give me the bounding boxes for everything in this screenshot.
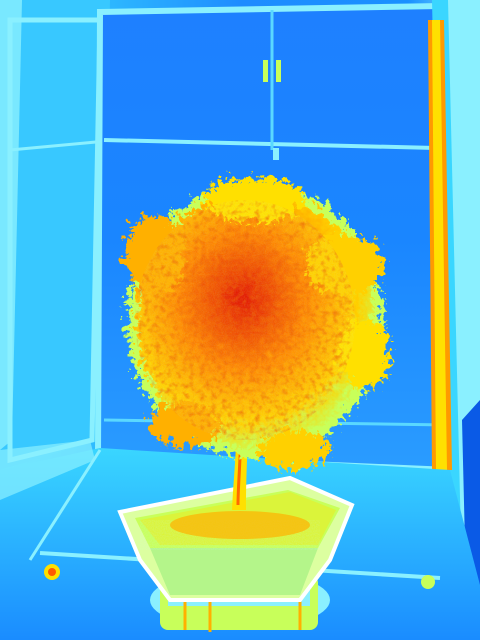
plant-pot — [117, 475, 355, 602]
cabinet-handle-left — [263, 60, 268, 82]
left-wall — [0, 0, 110, 470]
tree-crown — [120, 173, 386, 465]
cabinet-handle-right — [276, 60, 281, 82]
